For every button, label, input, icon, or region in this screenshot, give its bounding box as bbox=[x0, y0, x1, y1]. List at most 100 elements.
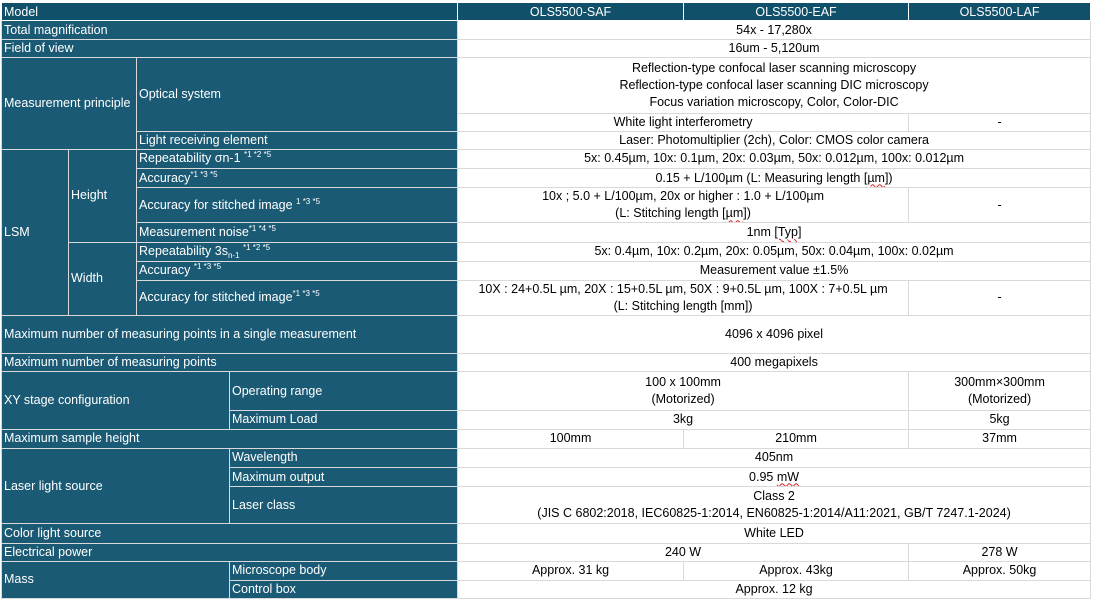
value-field-of-view: 16um - 5,120um bbox=[457, 39, 1092, 59]
row-optical-system: Measurement principle Optical system Ref… bbox=[1, 57, 1092, 150]
value-white-light: White light interferometry bbox=[457, 112, 910, 132]
value-sample-height-eaf: 210mm bbox=[683, 428, 910, 449]
width-accuracy-text: Accuracy bbox=[139, 263, 191, 278]
operating-range-laf-line-1: 300mm×300mm bbox=[954, 375, 1045, 389]
row-laser-class: Laser class Class 2 (JIS C 6802:2018, IE… bbox=[2, 486, 1092, 525]
value-electrical-power: 240 W bbox=[457, 542, 910, 562]
header-eaf: OLS5500-EAF bbox=[683, 1, 910, 22]
height-accuracy-unit: µm bbox=[867, 170, 885, 185]
label-measurement-noise: Measurement noise*1 *4 *5 bbox=[135, 222, 459, 243]
label-width-accuracy: Accuracy *1 *3 *5 bbox=[135, 260, 459, 281]
value-width-stitched-laf: - bbox=[908, 279, 1092, 317]
laser-class-line-1: Class 2 bbox=[753, 489, 795, 504]
value-body-laf: Approx. 50kg bbox=[908, 560, 1092, 581]
optical-line-3: Focus variation microscopy, Color, Color… bbox=[649, 95, 899, 110]
height-repeatability-notes: *1 *2 *5 bbox=[244, 150, 272, 160]
value-color-light: White LED bbox=[457, 523, 1092, 544]
value-body-eaf: Approx. 43kg bbox=[683, 560, 910, 581]
value-height-stitched: 10x ; 5.0 + L/100µm, 20x or higher : 1.0… bbox=[457, 187, 910, 224]
label-width-stitched: Accuracy for stitched image*1 *3 *5 bbox=[135, 279, 459, 317]
row-height-repeatability: LSM Height Repeatability σn-1 *1 *2 *5 5… bbox=[1, 148, 1092, 317]
value-sample-height-laf: 37mm bbox=[908, 428, 1092, 449]
row-light-receiving: Light receiving element Laser: Photomult… bbox=[2, 130, 1092, 150]
height-stitched-line-2a: (L: Stitching length [ bbox=[615, 206, 726, 221]
height-accuracy-value-b: ]) bbox=[884, 170, 893, 185]
row-max-load: Maximum Load 3kg 5kg bbox=[2, 409, 1092, 430]
value-max-load-laf: 5kg bbox=[908, 409, 1092, 430]
row-electrical-power: Electrical power 240 W 278 W bbox=[0, 542, 1092, 562]
value-width-repeatability: 5x: 0.4µm, 10x: 0.2µm, 20x: 0.05µm, 50x:… bbox=[457, 241, 1092, 262]
value-height-repeatability: 5x: 0.45µm, 10x: 0.1µm, 20x: 0.03µm, 50x… bbox=[457, 148, 1092, 170]
label-mass: Mass bbox=[1, 560, 230, 600]
header-saf: OLS5500-SAF bbox=[457, 1, 685, 22]
height-stitched-line-1: 10x ; 5.0 + L/100µm, 20x or higher : 1.0… bbox=[542, 189, 825, 204]
label-total-magnification: Total magnification bbox=[0, 20, 459, 41]
width-repeatability-sub: n-1 bbox=[227, 251, 240, 261]
label-height-repeatability: Repeatability σn-1 *1 *2 *5 bbox=[135, 148, 459, 170]
label-field-of-view: Field of view bbox=[0, 39, 459, 59]
label-optical-system: Optical system bbox=[135, 57, 459, 132]
value-max-points: 400 megapixels bbox=[457, 353, 1092, 373]
laser-class-line-2: (JIS C 6802:2018, IEC60825-1:2014, EN608… bbox=[537, 506, 1011, 521]
value-operating-range-laf: 300mm×300mm (Motorized) bbox=[908, 371, 1092, 411]
value-height-accuracy: 0.15 + L/100µm (L: Measuring length [µm]… bbox=[457, 168, 1092, 189]
row-width-stitched: Accuracy for stitched image*1 *3 *5 10X … bbox=[2, 279, 1092, 317]
label-light-receiving: Light receiving element bbox=[135, 130, 459, 150]
row-total-magnification: Total magnification 54x - 17,280x bbox=[0, 20, 1092, 41]
value-max-points-single: 4096 x 4096 pixel bbox=[457, 315, 1092, 355]
label-max-output: Maximum output bbox=[228, 466, 459, 488]
label-laser-class: Laser class bbox=[228, 486, 459, 525]
label-width: Width bbox=[68, 241, 137, 317]
label-height: Height bbox=[68, 148, 137, 243]
row-max-points-single: Maximum number of measuring points in a … bbox=[0, 315, 1092, 355]
value-width-accuracy: Measurement value ±1.5% bbox=[457, 260, 1092, 281]
max-output-unit: mW bbox=[776, 469, 800, 484]
label-color-light: Color light source bbox=[0, 523, 459, 544]
label-operating-range: Operating range bbox=[228, 371, 459, 411]
value-max-load: 3kg bbox=[457, 409, 910, 430]
value-total-magnification: 54x - 17,280x bbox=[457, 20, 1092, 41]
value-control-box: Approx. 12 kg bbox=[457, 579, 1092, 600]
value-operating-range: 100 x 100mm (Motorized) bbox=[457, 371, 910, 411]
label-laser-source: Laser light source bbox=[1, 447, 230, 525]
value-light-receiving: Laser: Photomultiplier (2ch), Color: CMO… bbox=[457, 130, 1092, 150]
label-xy-stage: XY stage configuration bbox=[1, 371, 230, 430]
label-max-points-single: Maximum number of measuring points in a … bbox=[0, 315, 459, 355]
width-stitched-line-1: 10X : 24+0.5L µm, 20X : 15+0.5L µm, 50X … bbox=[478, 281, 888, 296]
label-max-points: Maximum number of measuring points bbox=[0, 353, 459, 373]
row-operating-range: XY stage configuration Operating range 1… bbox=[1, 371, 1092, 430]
noise-value-b: [Typ] bbox=[774, 224, 802, 239]
max-output-value: 0.95 bbox=[749, 469, 777, 484]
noise-notes: *1 *4 *5 bbox=[248, 223, 276, 233]
row-height-accuracy: Accuracy*1 *3 *5 0.15 + L/100µm (L: Meas… bbox=[2, 168, 1092, 189]
height-stitched-line-2: (L: Stitching length [µm]) bbox=[460, 205, 906, 222]
row-max-points: Maximum number of measuring points 400 m… bbox=[0, 353, 1092, 373]
value-wavelength: 405nm bbox=[457, 447, 1092, 469]
operating-range-line-1: 100 x 100mm bbox=[645, 375, 721, 389]
noise-text: Measurement noise bbox=[139, 224, 249, 239]
height-stitched-unit: µm bbox=[725, 206, 744, 221]
operating-range-line-2: (Motorized) bbox=[651, 392, 715, 406]
label-wavelength: Wavelength bbox=[228, 447, 459, 469]
label-control-box: Control box bbox=[228, 579, 459, 600]
row-control-box: Control box Approx. 12 kg bbox=[2, 579, 1092, 600]
label-max-sample-height: Maximum sample height bbox=[0, 428, 459, 449]
row-width-accuracy: Accuracy *1 *3 *5 Measurement value ±1.5… bbox=[2, 260, 1092, 281]
value-body-saf: Approx. 31 kg bbox=[457, 560, 685, 581]
noise-value-a: 1nm bbox=[746, 224, 775, 239]
value-measurement-noise: 1nm [Typ] bbox=[457, 222, 1092, 243]
optical-line-1: Reflection-type confocal laser scanning … bbox=[631, 61, 917, 76]
row-max-sample-height: Maximum sample height 100mm 210mm 37mm bbox=[0, 428, 1092, 449]
width-repeatability-text: Repeatability 3s bbox=[139, 244, 228, 259]
width-accuracy-notes: *1 *3 *5 bbox=[193, 262, 222, 272]
height-accuracy-notes: *1 *3 *5 bbox=[190, 169, 218, 179]
row-field-of-view: Field of view 16um - 5,120um bbox=[0, 39, 1092, 59]
height-stitched-notes: 1 *3 *5 bbox=[296, 196, 321, 206]
label-width-repeatability: Repeatability 3sn-1 *1 *2 *5 bbox=[135, 241, 459, 262]
label-height-accuracy: Accuracy*1 *3 *5 bbox=[135, 168, 459, 189]
value-width-stitched: 10X : 24+0.5L µm, 20X : 15+0.5L µm, 50X … bbox=[457, 279, 910, 317]
row-microscope-body: Mass Microscope body Approx. 31 kg Appro… bbox=[1, 560, 1092, 600]
value-max-output: 0.95 mW bbox=[457, 466, 1092, 488]
optical-line-2: Reflection-type confocal laser scanning … bbox=[619, 78, 929, 93]
